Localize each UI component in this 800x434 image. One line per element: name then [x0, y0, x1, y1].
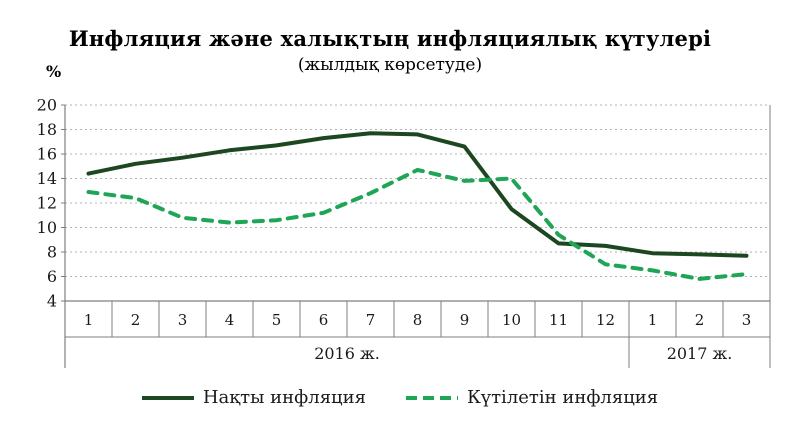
- x-month-label: 11: [549, 311, 568, 329]
- y-tick-label: 14: [37, 169, 57, 188]
- chart-legend: Нақты инфляция Күтілетін инфляция: [0, 387, 800, 408]
- y-tick-label: 20: [37, 96, 57, 115]
- legend-entry-actual: Нақты инфляция: [141, 387, 366, 408]
- x-month-label: 5: [272, 311, 282, 329]
- legend-dashed-line-swatch: [406, 395, 458, 400]
- x-year-label: 2016 ж.: [314, 344, 380, 363]
- x-month-label: 3: [742, 311, 752, 329]
- x-month-label: 4: [225, 311, 235, 329]
- x-month-label: 9: [460, 311, 470, 329]
- y-tick-label: 6: [47, 267, 57, 286]
- chart-subtitle: (жылдық көрсетуде): [297, 55, 483, 75]
- chart-title: Инфляция және халықтың инфляциялық күтул…: [68, 26, 712, 51]
- x-year-label: 2017 ж.: [667, 344, 733, 363]
- x-month-label: 12: [596, 311, 615, 329]
- legend-solid-line-swatch: [141, 395, 194, 400]
- x-month-label: 3: [178, 311, 188, 329]
- y-tick-label: 12: [37, 194, 57, 213]
- legend-entry-expected: Күтілетін инфляция: [406, 387, 658, 408]
- y-tick-label: 18: [37, 120, 57, 139]
- x-month-label: 2: [695, 311, 705, 329]
- x-month-label: 8: [413, 311, 423, 329]
- legend-label-actual: Нақты инфляция: [202, 387, 366, 408]
- x-month-label: 1: [648, 311, 658, 329]
- series-line-expected-inflation: [86, 167, 749, 281]
- x-month-label: 10: [502, 311, 521, 329]
- x-month-label: 7: [366, 311, 376, 329]
- y-tick-label: 8: [47, 243, 57, 262]
- y-axis-unit-label: %: [46, 62, 62, 81]
- series-line-actual-inflation: [86, 131, 749, 258]
- x-month-label: 2: [131, 311, 141, 329]
- x-month-label: 1: [84, 311, 94, 329]
- legend-label-expected: Күтілетін инфляция: [467, 387, 659, 408]
- y-tick-label: 10: [37, 218, 57, 237]
- y-tick-label: 16: [37, 145, 57, 164]
- y-tick-label: 4: [47, 292, 57, 311]
- x-month-label: 6: [319, 311, 329, 329]
